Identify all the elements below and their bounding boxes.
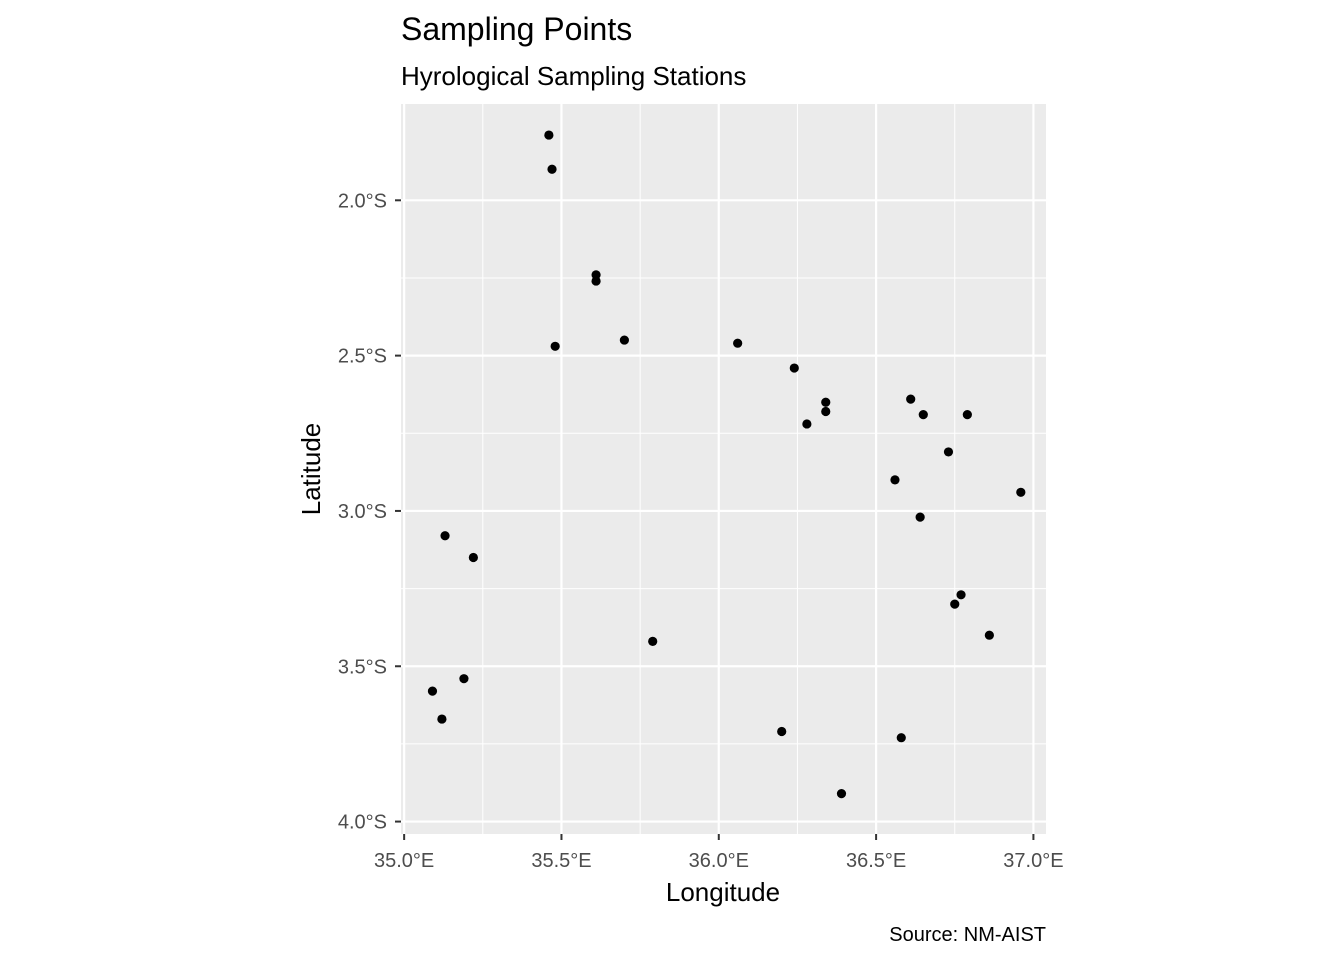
x-axis-title: Longitude: [666, 877, 780, 907]
data-point: [962, 410, 972, 420]
data-point: [437, 714, 447, 724]
data-point: [733, 338, 743, 348]
data-point: [459, 674, 469, 684]
data-point: [984, 630, 994, 640]
data-point: [821, 406, 831, 417]
data-point: [789, 363, 799, 373]
data-point: [648, 636, 658, 647]
y-tick-label: 2.0°S: [338, 190, 387, 212]
y-tick-label: 4.0°S: [338, 812, 387, 834]
x-tick-label: 36.5°E: [846, 850, 906, 872]
y-tick-label: 3.0°S: [338, 501, 387, 523]
data-point: [550, 341, 560, 351]
data-point: [619, 335, 629, 345]
data-point: [468, 552, 478, 563]
data-point: [802, 419, 812, 429]
x-tick-label: 35.0°E: [374, 850, 434, 872]
y-tick-label: 3.5°S: [338, 656, 387, 678]
data-point: [918, 410, 928, 420]
data-point: [943, 447, 954, 457]
data-point: [427, 686, 438, 696]
chart-caption: Source: NM-AIST: [889, 924, 1046, 946]
data-point: [956, 590, 966, 600]
data-point: [544, 130, 554, 140]
data-point: [591, 276, 601, 286]
chart-subtitle: Hyrological Sampling Stations: [401, 61, 746, 91]
x-tick-label: 36.0°E: [689, 850, 749, 872]
data-point: [777, 726, 787, 737]
plot-panel: [401, 104, 1046, 834]
data-point: [950, 599, 960, 609]
data-points: [427, 130, 1026, 799]
y-axis-title: Latitude: [296, 423, 326, 516]
y-tick-label: 2.5°S: [338, 346, 387, 368]
data-point: [440, 531, 450, 541]
grid-lines: [401, 104, 1046, 834]
data-point: [915, 512, 925, 522]
axis-ticks: 35.0°E 35.5°E 36.0°E 36.5°E 37.0°E 2.0°S 2.5°S…: [338, 190, 1064, 872]
data-point: [547, 164, 557, 174]
data-point: [836, 789, 847, 799]
data-point: [906, 394, 916, 404]
data-point: [1016, 487, 1026, 497]
chart-title: Sampling Points: [401, 11, 632, 47]
data-point: [890, 475, 900, 485]
data-point: [896, 733, 906, 743]
data-point: [821, 397, 831, 407]
x-tick-label: 35.5°E: [531, 850, 591, 872]
x-tick-label: 37.0°E: [1003, 850, 1063, 872]
